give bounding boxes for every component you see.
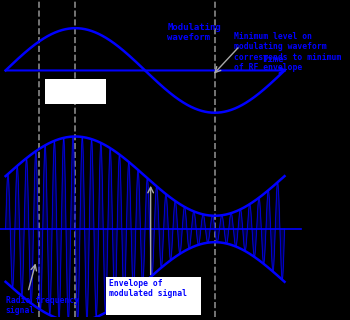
Bar (106, 276, 201, 315)
Text: Radio frequency
signal: Radio frequency signal (6, 296, 79, 315)
Bar (45, 79, 106, 104)
Text: Envelope of
modulated signal: Envelope of modulated signal (109, 279, 187, 298)
Text: Minimum level on
modulating waveform
corresponds to minimum
of RF envelope: Minimum level on modulating waveform cor… (234, 32, 342, 72)
Text: Time: Time (262, 55, 284, 64)
Text: Modulating
waveform: Modulating waveform (167, 23, 221, 42)
